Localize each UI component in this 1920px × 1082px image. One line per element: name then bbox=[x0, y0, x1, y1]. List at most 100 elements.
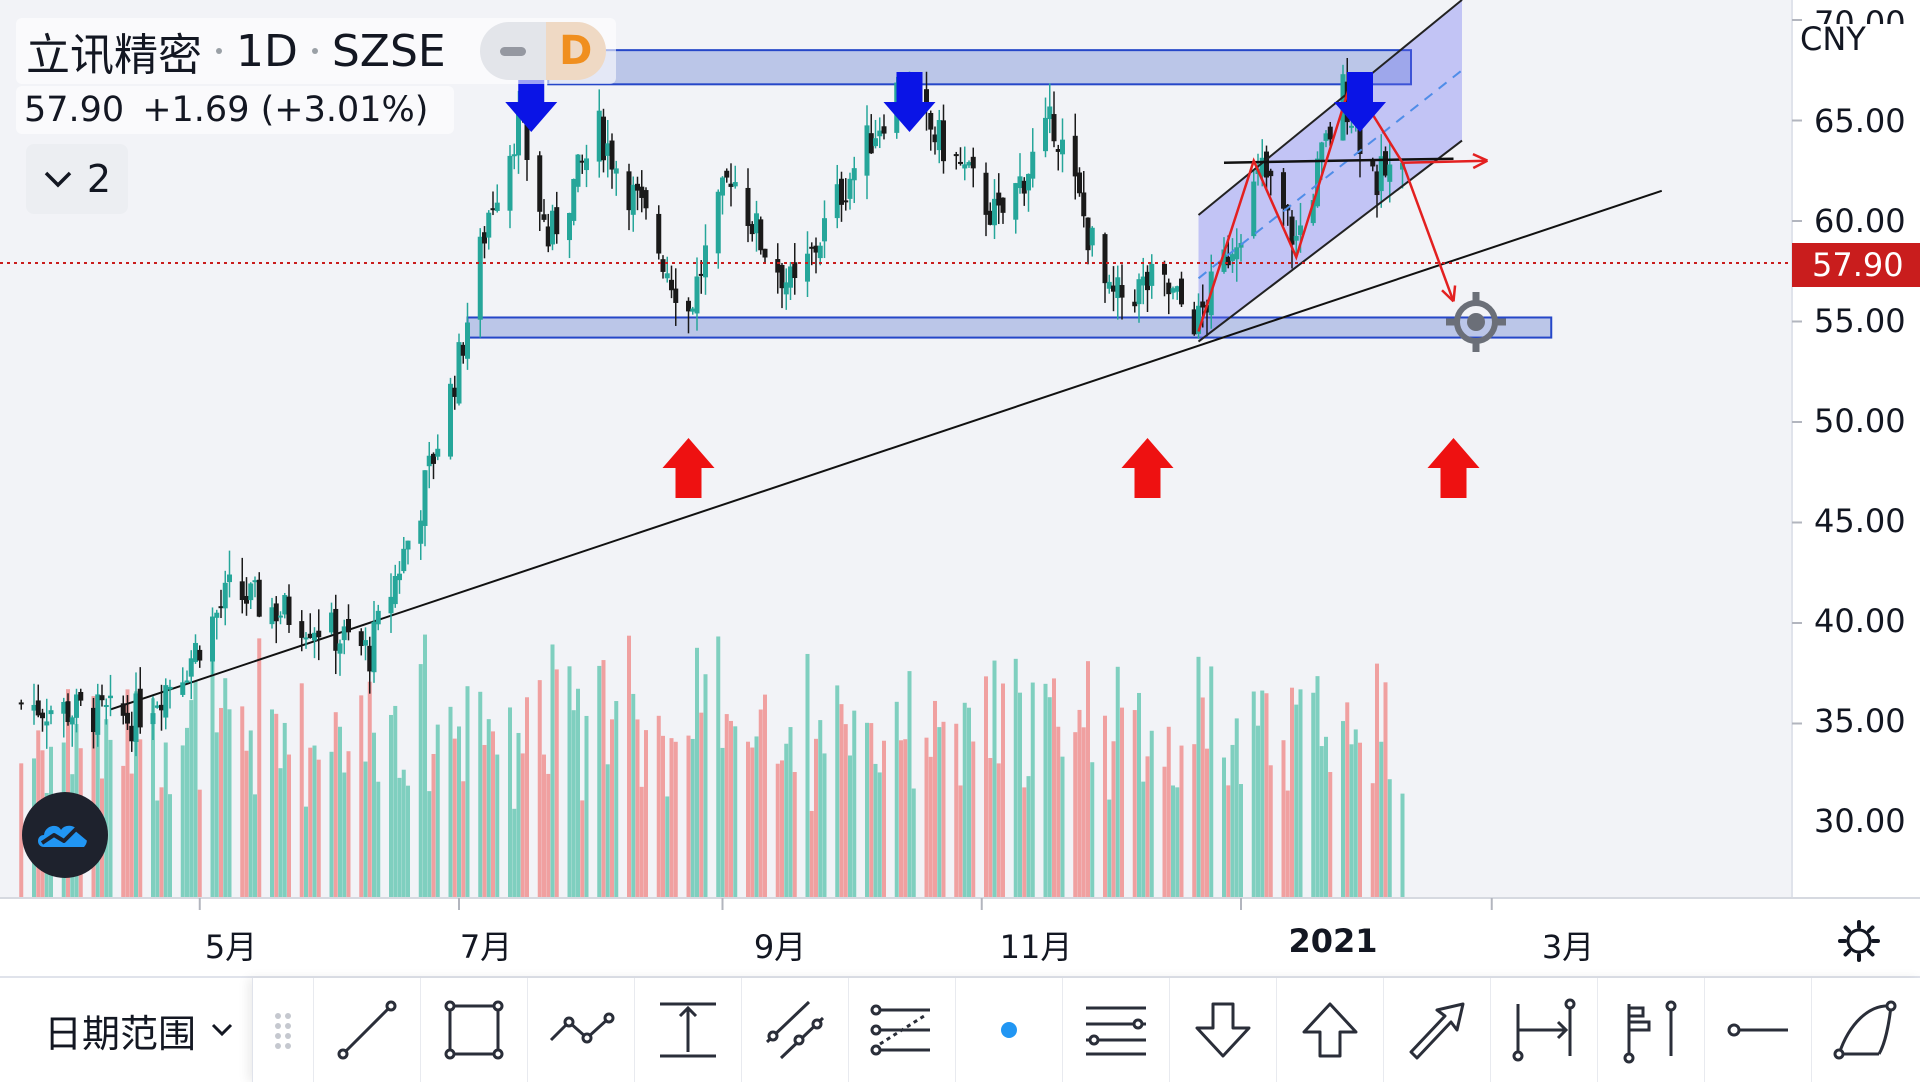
volume-bar bbox=[1341, 721, 1345, 898]
candle-body bbox=[163, 685, 169, 718]
volume-bar bbox=[1311, 692, 1316, 898]
drawing-tools-strip[interactable] bbox=[252, 978, 1920, 1082]
arrow-up-tool[interactable] bbox=[1276, 978, 1383, 1082]
indicators-collapse-button[interactable]: 2 bbox=[26, 144, 128, 214]
horizontal-ray-tool[interactable] bbox=[1704, 978, 1811, 1082]
candle-body bbox=[805, 253, 810, 282]
date-range-dropdown[interactable]: 日期范围 bbox=[44, 978, 234, 1082]
volume-bar bbox=[1132, 710, 1137, 898]
volume-bar bbox=[877, 772, 882, 898]
volume-bar bbox=[393, 705, 398, 898]
dot-icon bbox=[1001, 1022, 1017, 1038]
currency-label[interactable]: CNY bbox=[1800, 20, 1866, 58]
candle-body bbox=[494, 202, 500, 211]
volume-bar bbox=[924, 737, 929, 898]
volume-bar bbox=[448, 706, 453, 898]
candle-body bbox=[133, 693, 139, 742]
volume-bar bbox=[784, 743, 789, 898]
volume-bar bbox=[882, 740, 886, 898]
candle-body bbox=[1289, 216, 1295, 245]
volume-bar bbox=[1345, 702, 1350, 898]
candle-body bbox=[1026, 173, 1031, 191]
volume-bar bbox=[1281, 740, 1286, 898]
arrow-tool[interactable] bbox=[1383, 978, 1490, 1082]
up-arrow-marker bbox=[662, 438, 715, 498]
candle-body bbox=[392, 575, 398, 605]
volume-bar bbox=[1222, 757, 1226, 898]
horizontal-lines-tool[interactable] bbox=[1062, 978, 1169, 1082]
symbol-name[interactable]: 立讯精密 bbox=[26, 30, 202, 81]
candle-body bbox=[210, 616, 215, 662]
candle-body bbox=[643, 190, 649, 209]
candle-body bbox=[1111, 285, 1116, 292]
volume-bar bbox=[312, 745, 317, 898]
dot-tool[interactable] bbox=[955, 978, 1062, 1082]
crosshair-cursor-icon[interactable] bbox=[1446, 292, 1506, 352]
volume-bar bbox=[495, 754, 500, 898]
curve-tool[interactable] bbox=[1811, 978, 1918, 1082]
mode-d-badge[interactable]: D bbox=[545, 22, 606, 80]
path-tool[interactable] bbox=[527, 978, 634, 1082]
candle-body bbox=[18, 702, 24, 705]
channel-mid-line bbox=[1197, 69, 1463, 280]
candle-body bbox=[868, 133, 874, 154]
volume-bar bbox=[219, 707, 223, 898]
volume-bar bbox=[304, 806, 308, 898]
candle-body bbox=[363, 640, 368, 646]
volume-bar bbox=[1251, 691, 1256, 898]
volume-bar bbox=[461, 781, 466, 898]
volume-bar bbox=[1077, 709, 1082, 898]
candle-body bbox=[1221, 249, 1227, 272]
volume-bar bbox=[1052, 678, 1056, 898]
volume-bar bbox=[984, 676, 988, 898]
candle-body bbox=[401, 548, 407, 572]
parallel-channel-tool[interactable] bbox=[741, 978, 848, 1082]
time-axis-background[interactable] bbox=[0, 898, 1920, 976]
volume-bar bbox=[971, 741, 976, 898]
candle-body bbox=[609, 140, 615, 170]
volume-bar bbox=[1196, 656, 1201, 898]
candle-body bbox=[1315, 158, 1320, 207]
volume-bar bbox=[367, 681, 372, 898]
price-tick: 50.00 bbox=[1814, 402, 1906, 440]
volume-bar bbox=[1001, 683, 1005, 898]
volume-bar bbox=[257, 638, 262, 898]
volume-bar bbox=[703, 674, 708, 898]
volume-bar bbox=[695, 647, 699, 898]
symbol-header[interactable]: 立讯精密 1D SZSE D bbox=[16, 18, 616, 84]
volume-bar bbox=[308, 747, 313, 898]
tradingview-logo-button[interactable] bbox=[22, 792, 108, 878]
price-measure-tool[interactable] bbox=[634, 978, 741, 1082]
candle-body bbox=[864, 125, 870, 176]
volume-bar bbox=[525, 697, 529, 898]
candle-body bbox=[626, 171, 632, 211]
date-range-tool[interactable] bbox=[1490, 978, 1597, 1082]
volume-bar bbox=[1324, 736, 1328, 898]
price-tick: 65.00 bbox=[1814, 102, 1906, 140]
volume-bar bbox=[746, 741, 750, 898]
volume-bar bbox=[996, 763, 1001, 898]
trend-line-tool[interactable] bbox=[313, 978, 420, 1082]
candle-body bbox=[762, 248, 768, 258]
volume-bar bbox=[397, 777, 402, 898]
mode-toggle[interactable]: D bbox=[479, 22, 606, 80]
volume-bar bbox=[1209, 666, 1214, 898]
drag-handle-icon[interactable] bbox=[253, 978, 313, 1082]
candle-body bbox=[1323, 133, 1329, 141]
candle-body bbox=[788, 266, 793, 288]
minus-icon[interactable] bbox=[479, 22, 546, 80]
rectangle-tool[interactable] bbox=[420, 978, 527, 1082]
candle-body bbox=[337, 643, 343, 654]
candle-body bbox=[303, 637, 309, 640]
gear-icon[interactable] bbox=[1838, 920, 1880, 962]
arrow-down-tool[interactable] bbox=[1169, 978, 1276, 1082]
fib-retracement-tool[interactable] bbox=[848, 978, 955, 1082]
interval-label[interactable]: 1D bbox=[236, 25, 298, 77]
candle-body bbox=[371, 621, 377, 673]
candle-body bbox=[1234, 247, 1240, 260]
volume-bar bbox=[992, 660, 997, 898]
price-range-tool[interactable] bbox=[1597, 978, 1704, 1082]
price-axis-background[interactable] bbox=[1792, 0, 1920, 898]
candle-body bbox=[435, 448, 441, 457]
